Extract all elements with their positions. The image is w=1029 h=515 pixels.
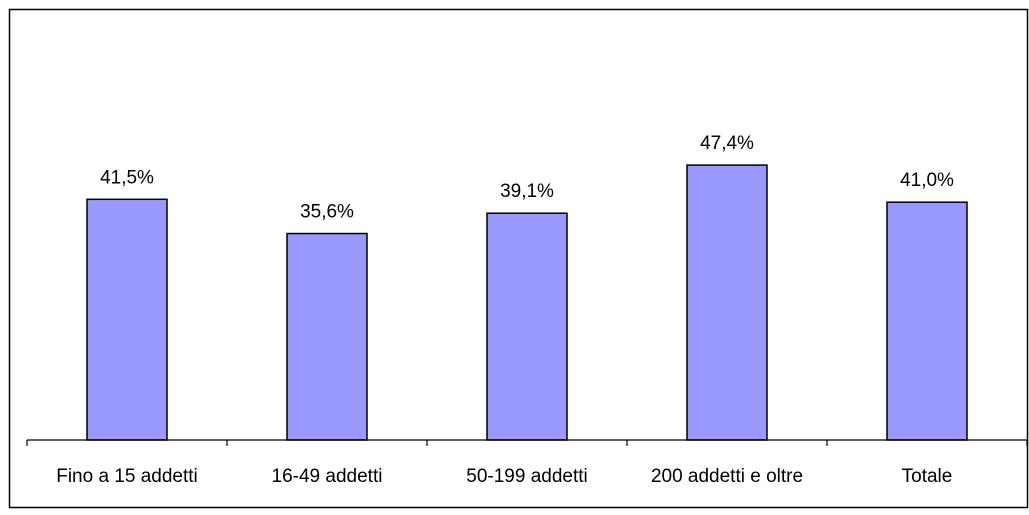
x-tick-label: Totale <box>902 466 953 487</box>
x-tick-label: 16-49 addetti <box>272 466 383 487</box>
x-tick-label: Fino a 15 addetti <box>56 466 198 487</box>
data-label: 41,5% <box>100 167 154 188</box>
x-axis <box>26 439 1028 446</box>
labels-layer: 41,5% Fino a 15 addetti 35,6% 16-49 addetti… <box>56 133 954 487</box>
bars-layer <box>86 164 968 441</box>
bar <box>886 201 968 441</box>
bar <box>486 212 568 441</box>
x-tick-label: 200 addetti e oltre <box>651 466 803 487</box>
data-label: 39,1% <box>500 181 554 202</box>
x-tick-label: 50-199 addetti <box>466 466 588 487</box>
bar <box>686 164 768 441</box>
data-label: 41,0% <box>900 170 954 191</box>
data-label: 47,4% <box>700 133 754 154</box>
bar <box>86 198 168 441</box>
bar <box>286 232 368 441</box>
data-label: 35,6% <box>300 202 354 223</box>
